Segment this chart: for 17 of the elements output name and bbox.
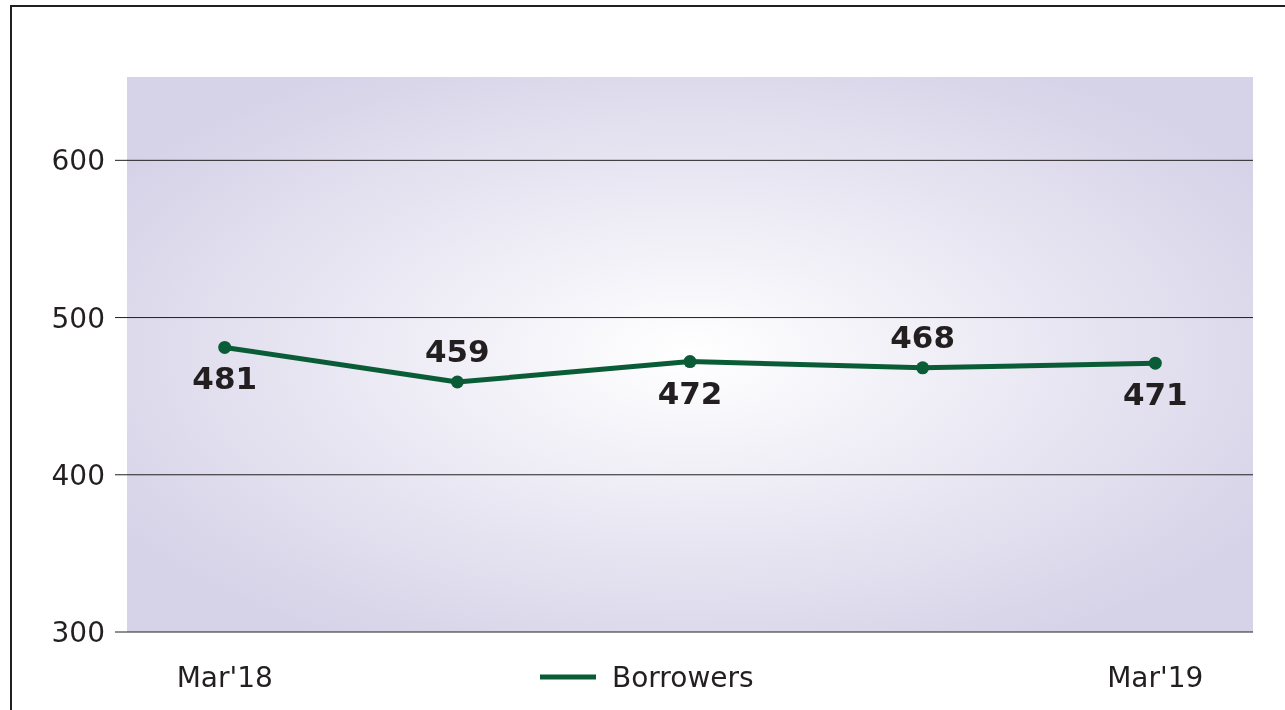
legend-label: Borrowers (612, 661, 754, 694)
data-label: 471 (1122, 376, 1188, 413)
data-label: 459 (425, 333, 490, 370)
y-tick-label: 400 (51, 458, 105, 492)
x-tick-label: Mar'19 (1107, 661, 1204, 694)
y-tick-label: 600 (51, 144, 105, 178)
point (1148, 356, 1162, 370)
point (683, 355, 697, 369)
point (450, 375, 464, 389)
y-tick-label: 300 (51, 616, 105, 649)
data-label: 481 (192, 360, 258, 397)
y-tick-label: 500 (51, 301, 105, 335)
x-tick-label: Mar'18 (176, 661, 273, 694)
point (218, 340, 232, 354)
data-label: 472 (657, 374, 723, 411)
data-label: 468 (890, 318, 955, 355)
point (916, 361, 930, 375)
